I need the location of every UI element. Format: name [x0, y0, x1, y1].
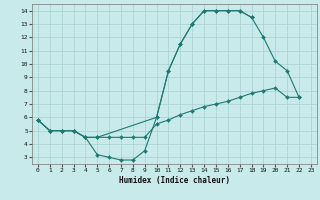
X-axis label: Humidex (Indice chaleur): Humidex (Indice chaleur)	[119, 176, 230, 185]
